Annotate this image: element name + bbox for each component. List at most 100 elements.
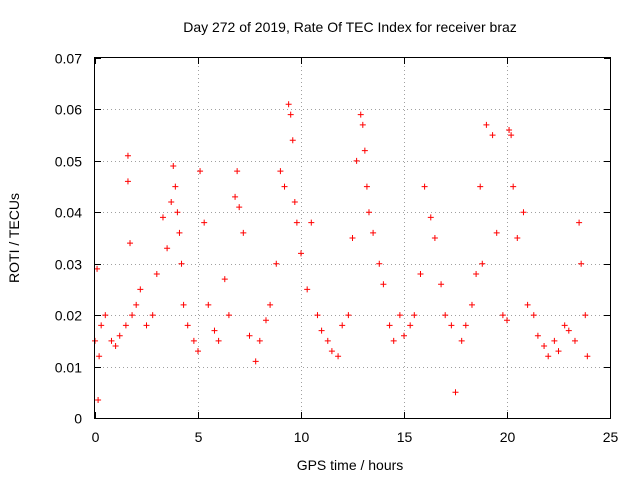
data-point [390,337,397,344]
data-point [555,348,562,355]
data-point [96,353,103,360]
data-point [452,389,459,396]
data-point [353,157,360,164]
data-point [479,260,486,267]
data-point [576,219,583,226]
data-point [380,281,387,288]
data-point [506,127,513,133]
data-point [339,322,346,329]
axis-ticks [95,58,611,419]
data-point [365,209,372,216]
y-tick-label: 0.02 [55,308,82,324]
chart-title: Day 272 of 2019, Rate Of TEC Index for r… [183,19,517,35]
data-point [376,260,383,267]
data-point [133,301,140,308]
data-points [92,101,591,403]
x-tick-label: 20 [500,429,516,445]
data-point [421,183,428,190]
data-point [122,322,129,329]
data-point [174,209,181,216]
data-point [493,229,500,236]
data-point [545,353,552,360]
data-point [293,219,300,226]
y-tick-label: 0.03 [55,257,82,273]
data-point [324,337,331,344]
data-point [124,152,131,159]
data-point [124,178,131,185]
data-point [468,301,475,308]
x-tick-label: 5 [195,429,203,445]
data-point [285,101,292,108]
data-point [201,219,208,226]
data-point [211,327,218,334]
data-point [240,229,247,236]
data-point [98,322,105,329]
data-point [289,137,296,144]
data-point [431,235,438,241]
data-point [168,199,175,205]
data-point [462,322,469,329]
data-point [234,168,241,175]
data-point [473,271,480,277]
y-axis-label: ROTI / TECUs [6,193,22,283]
data-point [221,276,228,283]
data-point [205,301,212,308]
data-point [273,260,280,267]
data-point [246,332,253,339]
data-point [127,240,134,247]
data-point [116,332,123,339]
data-point [584,353,591,360]
data-point [149,312,156,319]
data-point [442,312,449,319]
data-point [561,322,568,329]
y-tick-labels: 0 0.01 0.02 0.03 0.04 0.05 0.06 0.07 [55,51,82,427]
data-point [143,322,150,329]
data-point [363,183,370,190]
data-point [281,183,288,190]
data-point [252,358,259,365]
data-point [256,337,263,344]
data-point [551,337,558,344]
x-tick-label: 10 [294,429,310,445]
data-point [291,199,298,205]
data-point [232,193,239,200]
data-point [108,337,115,344]
data-point [520,209,527,216]
data-point [164,245,171,252]
data-point [335,353,342,360]
data-point [195,348,201,355]
data-point [458,337,465,344]
data-point [483,121,490,128]
data-point [534,332,541,339]
grid-lines [95,58,610,418]
data-point [524,301,531,308]
data-point [578,260,585,267]
data-point [170,163,177,169]
data-point [102,312,109,319]
data-point [359,121,366,128]
data-point [508,132,515,139]
data-point [499,312,506,319]
data-point [504,317,510,324]
data-point [565,327,572,334]
data-point [180,301,187,308]
data-point [427,214,434,221]
data-point [489,132,496,139]
data-point [448,322,455,329]
data-point [95,397,102,403]
data-point [236,204,243,211]
data-point [314,312,321,319]
data-point [370,229,377,236]
y-tick-label: 0.01 [55,360,82,376]
plot-frame [94,57,611,419]
data-point [298,250,304,257]
data-point [530,312,537,319]
x-tick-labels: 0 5 10 15 20 25 [92,429,619,445]
data-point [112,343,119,349]
data-point [349,235,356,241]
data-point [571,337,578,344]
data-point [308,219,315,226]
data-point [172,183,179,190]
data-point [304,286,311,293]
